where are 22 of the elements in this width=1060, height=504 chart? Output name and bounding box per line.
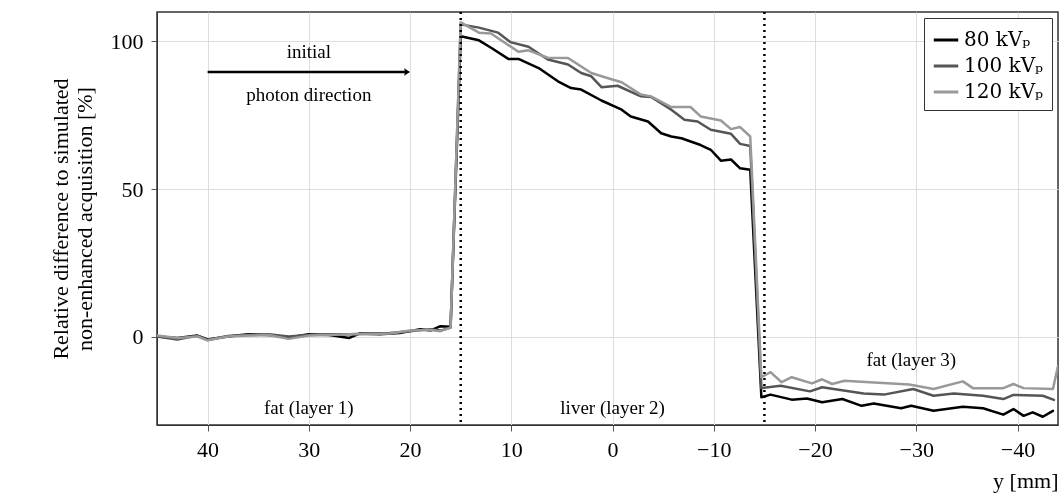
- y-tick-label: 0: [132, 324, 144, 349]
- x-tick-label: −30: [899, 436, 934, 462]
- annotation: fat (layer 1): [264, 397, 354, 419]
- legend-label: 120 kVₚ: [964, 79, 1044, 103]
- x-tick-label: −20: [798, 436, 833, 462]
- x-tick-label: 20: [399, 436, 422, 462]
- x-tick-label: −10: [697, 436, 732, 462]
- y-tick-label: 50: [121, 176, 144, 202]
- x-axis-title: y [mm]: [993, 467, 1059, 493]
- x-tick-label: −40: [1000, 436, 1036, 462]
- annotation: fat (layer 3): [866, 348, 957, 371]
- annotation: liver (layer 2): [560, 397, 665, 419]
- y-tick-label: 100: [110, 29, 144, 54]
- legend-label: 80 kVₚ: [964, 27, 1031, 51]
- x-tick-label: 10: [500, 436, 523, 462]
- annotation: photon direction: [246, 84, 372, 105]
- y-axis-title: Relative difference to simulated non-enhanced acquisition [%]: [47, 78, 97, 360]
- x-tick-label: 30: [298, 436, 321, 462]
- x-tick-label: 40: [197, 436, 220, 462]
- annotation: initial: [286, 41, 332, 62]
- x-tick-label: 0: [607, 436, 619, 462]
- legend-label: 100 kVₚ: [964, 53, 1044, 77]
